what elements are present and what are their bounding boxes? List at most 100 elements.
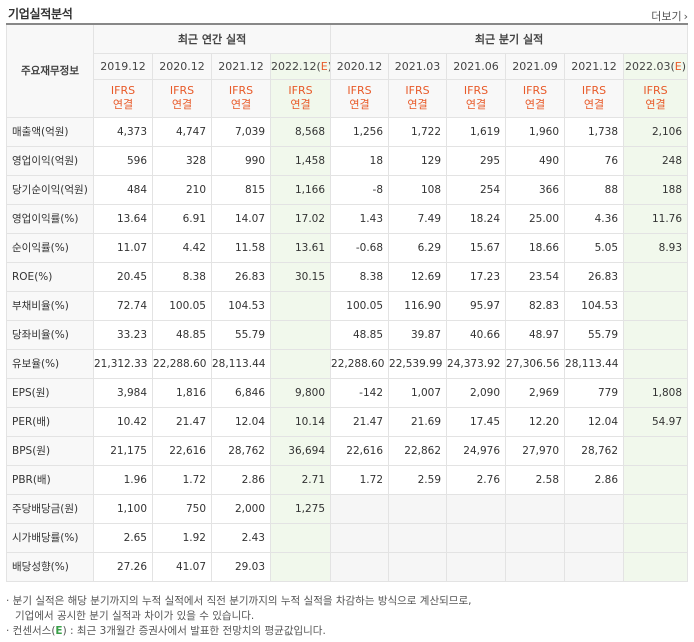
table-cell: 295 [446, 145, 507, 176]
period-header-9: 2022.03(E) [623, 52, 689, 80]
more-link[interactable]: 더보기 › [651, 8, 688, 24]
row-label: 유보율(%) [6, 348, 94, 379]
table-cell: 39.87 [388, 319, 448, 350]
table-row: 당기순이익(억원) 484 210 815 1,166 -8 108 254 366 88 188 [6, 174, 689, 205]
table-cell: 1,275 [269, 493, 332, 524]
table-cell: 2.71 [269, 464, 332, 495]
ifrs-basis-6: IFRS 연결 [446, 78, 507, 118]
table-row: EPS(원) 3,984 1,816 6,846 9,800 -142 1,007 2,090… [6, 377, 689, 408]
table-cell: 28,762 [211, 435, 271, 466]
period-header-3: 2022.12(E) [269, 52, 332, 80]
table-row: BPS(원) 21,175 22,616 28,762 36,694 22,616 22,8… [6, 435, 689, 466]
table-cell [388, 551, 448, 582]
table-cell: 13.61 [269, 232, 332, 263]
table-cell: 28,113.44 [211, 348, 271, 379]
table-cell: 2.86 [211, 464, 271, 495]
quarter-group-header: 최근 분기 실적 [330, 23, 689, 54]
table-cell: 22,288.60 [152, 348, 212, 379]
table-cell [330, 522, 390, 553]
row-label: EPS(원) [6, 377, 94, 408]
table-cell: 1,256 [330, 116, 390, 147]
table-cell: 104.53 [564, 290, 625, 321]
table-cell [623, 464, 689, 495]
table-cell: 54.97 [623, 406, 689, 437]
row-label: 영업이익률(%) [6, 203, 94, 234]
footnote-line-3: · 컨센서스(E) : 최근 3개월간 증권사에서 발표한 전망치의 평균값입니… [6, 624, 686, 639]
table-cell: 27,306.56 [505, 348, 566, 379]
table-row: PBR(배) 1.96 1.72 2.86 2.71 1.72 2.59 2.76 2.58 2.… [6, 464, 689, 495]
table-row: 부채비율(%) 72.74 100.05 104.53 100.05 116.90 95.9… [6, 290, 689, 321]
footnote-3-suffix: ) : 최근 3개월간 증권사에서 발표한 전망치의 평균값입니다. [62, 625, 326, 637]
table-cell [623, 435, 689, 466]
table-cell: 188 [623, 174, 689, 205]
table-cell: 100.05 [330, 290, 390, 321]
table-cell: 490 [505, 145, 566, 176]
table-cell: 1,458 [269, 145, 332, 176]
table-cell: 248 [623, 145, 689, 176]
annual-group-header: 최근 연간 실적 [92, 23, 332, 54]
row-label: 배당성향(%) [6, 551, 94, 582]
table-cell: 1.92 [152, 522, 212, 553]
footnote-line-1: · 분기 실적은 해당 분기까지의 누적 실적에서 직전 분기까지의 누적 실적… [6, 595, 472, 607]
row-label: 순이익률(%) [6, 232, 94, 263]
ifrs-basis-0: IFRS 연결 [93, 78, 153, 118]
table-cell: 1,166 [269, 174, 332, 205]
table-cell: 7,039 [211, 116, 271, 147]
table-cell: 27,970 [505, 435, 566, 466]
table-cell [446, 551, 507, 582]
table-cell: 4,373 [93, 116, 153, 147]
table-cell [623, 290, 689, 321]
table-row: 당좌비율(%) 33.23 48.85 55.79 48.85 39.87 40.66 48.… [6, 319, 689, 350]
period-header-8: 2021.12 [564, 52, 625, 80]
table-cell: 4.36 [564, 203, 625, 234]
table-cell: 22,288.60 [330, 348, 390, 379]
ifrs-basis-5: IFRS 연결 [388, 78, 448, 118]
table-cell: 23.54 [505, 261, 566, 292]
table-cell: 779 [564, 377, 625, 408]
table-cell: 21.69 [388, 406, 448, 437]
table-cell: 88 [564, 174, 625, 205]
table-row: 영업이익(억원) 596 328 990 1,458 18 129 295 490 76 248 [6, 145, 689, 176]
table-cell: 328 [152, 145, 212, 176]
table-cell: 1,100 [93, 493, 153, 524]
table-row: ROE(%) 20.45 8.38 26.83 30.15 8.38 12.69 17.23 2… [6, 261, 689, 292]
table-cell: 484 [93, 174, 153, 205]
table-cell: 1.43 [330, 203, 390, 234]
table-cell: 1,738 [564, 116, 625, 147]
table-cell: 22,539.99 [388, 348, 448, 379]
table-cell: 1,816 [152, 377, 212, 408]
ifrs-basis-1: IFRS 연결 [152, 78, 212, 118]
row-header-label: 주요재무정보 [6, 23, 94, 118]
table-cell: 21.47 [152, 406, 212, 437]
table-cell: 11.07 [93, 232, 153, 263]
ifrs-basis-3: IFRS 연결 [269, 78, 332, 118]
table-cell: 7.49 [388, 203, 448, 234]
ifrs-basis-8: IFRS 연결 [564, 78, 625, 118]
row-label: 매출액(억원) [6, 116, 94, 147]
table-cell: 48.85 [152, 319, 212, 350]
table-cell: 40.66 [446, 319, 507, 350]
table-cell: 254 [446, 174, 507, 205]
table-cell: 210 [152, 174, 212, 205]
table-cell [388, 522, 448, 553]
table-cell: 18.24 [446, 203, 507, 234]
table-cell: 6,846 [211, 377, 271, 408]
table-cell: 28,762 [564, 435, 625, 466]
table-cell: 48.85 [330, 319, 390, 350]
table-cell: 1,808 [623, 377, 689, 408]
table-cell [564, 522, 625, 553]
table-cell: 30.15 [269, 261, 332, 292]
table-cell [446, 522, 507, 553]
table-cell [564, 551, 625, 582]
table-cell: 1,619 [446, 116, 507, 147]
table-cell: 5.05 [564, 232, 625, 263]
row-label: PER(배) [6, 406, 94, 437]
table-cell [388, 493, 448, 524]
table-cell: 55.79 [564, 319, 625, 350]
table-cell: 48.97 [505, 319, 566, 350]
row-label: 부채비율(%) [6, 290, 94, 321]
table-row: 시가배당률(%) 2.65 1.92 2.43 [6, 522, 689, 553]
table-cell [623, 348, 689, 379]
table-cell: 14.07 [211, 203, 271, 234]
table-cell: 1.72 [330, 464, 390, 495]
